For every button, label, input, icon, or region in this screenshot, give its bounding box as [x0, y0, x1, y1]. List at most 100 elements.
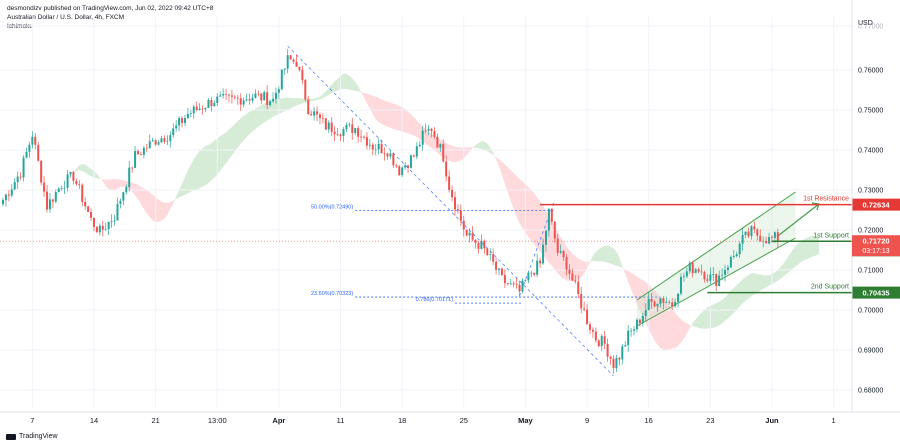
candle-body — [122, 192, 125, 201]
candle-body — [107, 221, 110, 230]
candle-body — [210, 100, 213, 107]
candle-body — [512, 283, 515, 285]
candle-body — [51, 199, 54, 202]
candle-body — [236, 97, 239, 99]
candle-body — [342, 129, 345, 137]
candle-body — [330, 122, 333, 132]
candle-body — [186, 114, 189, 119]
candle-body — [78, 184, 81, 185]
candle-body — [544, 230, 547, 245]
candle-body — [606, 343, 609, 357]
candle-body — [768, 237, 771, 244]
candle-body — [721, 274, 724, 276]
time-tick-label: 9 — [585, 416, 589, 425]
candle-body — [75, 180, 78, 185]
candle-body — [274, 92, 277, 99]
candle-body — [618, 357, 621, 360]
candle-body — [706, 279, 709, 281]
time-tick-label: 13:00 — [208, 416, 227, 425]
candle-body — [84, 201, 87, 207]
candle-body — [656, 303, 659, 307]
candle-body — [72, 171, 75, 181]
candle-body — [90, 212, 93, 218]
candle-body — [700, 271, 703, 273]
candle-body — [659, 298, 662, 304]
candle-body — [286, 55, 289, 69]
candle-body — [151, 140, 154, 142]
candle-body — [741, 235, 744, 244]
candle-body — [726, 267, 729, 270]
candle-body — [407, 165, 410, 168]
tradingview-logo[interactable]: TradingView — [6, 433, 58, 440]
candle-body — [615, 357, 618, 369]
candle-body — [333, 131, 336, 135]
candle-body — [456, 209, 459, 211]
candle-body — [66, 174, 69, 188]
cloud-bullish — [173, 73, 362, 204]
candle-body — [462, 220, 465, 230]
time-tick-label: 18 — [398, 416, 406, 425]
candle-body — [92, 217, 95, 227]
candle-body — [69, 171, 72, 175]
candle-body — [230, 95, 233, 97]
candle-body — [181, 118, 184, 123]
candle-body — [10, 189, 13, 196]
level-price-tag — [852, 198, 900, 211]
candle-body — [354, 128, 357, 133]
candle-body — [559, 251, 562, 253]
candle-body — [113, 220, 116, 222]
candle-body — [254, 93, 257, 98]
candle-body — [509, 283, 512, 285]
candle-body — [685, 271, 688, 277]
candle-body — [498, 268, 501, 270]
candle-body — [448, 176, 451, 191]
candle-body — [116, 203, 119, 221]
target-arrow — [777, 203, 820, 237]
candle-body — [157, 142, 160, 145]
candle-body — [753, 226, 756, 230]
time-tick-label: 25 — [460, 416, 468, 425]
tradingview-logo-icon — [6, 433, 16, 440]
candle-body — [483, 240, 486, 249]
candle-body — [192, 106, 195, 114]
price-tick-label: 0.75000 — [858, 108, 883, 115]
candle-body — [418, 144, 421, 147]
candle-body — [169, 135, 172, 141]
candle-body — [776, 232, 779, 242]
candle-body — [433, 130, 436, 137]
candle-body — [542, 244, 545, 264]
candle-body — [272, 98, 275, 102]
candle-body — [324, 118, 327, 130]
candle-body — [565, 257, 568, 270]
candle-body — [313, 111, 316, 116]
level-price-tag — [852, 286, 900, 299]
cloud-bullish — [44, 164, 100, 201]
candle-body — [327, 122, 330, 130]
candle-body — [424, 130, 427, 132]
cloud-bullish — [472, 141, 494, 155]
ichimoku-cloud — [44, 73, 819, 351]
candle-body — [301, 69, 304, 80]
candle-body — [583, 308, 586, 310]
candle-body — [647, 298, 650, 311]
price-tick-label: 0.76000 — [858, 68, 883, 75]
candle-body — [201, 108, 204, 110]
candle-body — [25, 151, 28, 158]
candle-body — [480, 240, 483, 249]
candle-body — [624, 345, 627, 347]
candle-body — [160, 138, 163, 143]
time-tick-label: 21 — [151, 416, 159, 425]
candle-body — [172, 128, 175, 136]
candle-body — [134, 151, 137, 168]
candle-body — [533, 272, 536, 275]
level-name-label: 2nd Support — [811, 284, 849, 291]
candle-body — [773, 232, 776, 238]
candle-body — [81, 184, 84, 202]
countdown-label: 03:17:13 — [862, 248, 889, 255]
candle-body — [486, 248, 489, 256]
time-tick-label: Apr — [272, 416, 285, 425]
fib-level-label: 23.60%(0.70323) — [311, 291, 353, 297]
candle-body — [245, 99, 248, 101]
currency-label: USD — [858, 20, 873, 27]
